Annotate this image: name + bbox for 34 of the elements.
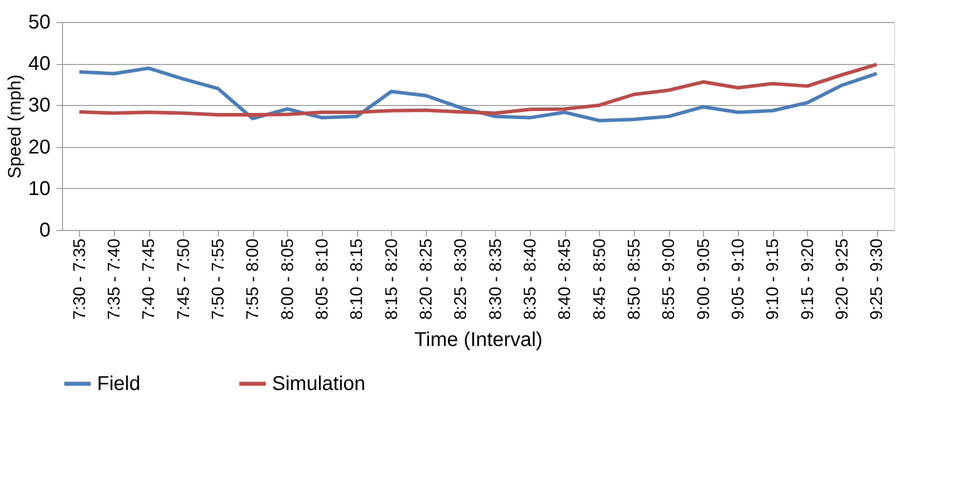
x-tick-label: 7:55 - 8:00 xyxy=(243,238,262,320)
y-tick-label: 40 xyxy=(28,53,50,76)
x-tick-label: 7:30 - 7:35 xyxy=(70,238,89,320)
x-tick-label: 8:35 - 8:40 xyxy=(520,238,540,320)
x-tick-label: 8:45 - 8:50 xyxy=(590,238,609,320)
y-tick-label: 0 xyxy=(39,220,50,242)
y-tick-label: 20 xyxy=(28,136,50,158)
x-tick-label: 9:15 - 9:20 xyxy=(798,238,817,320)
x-tick-label: 8:20 - 8:25 xyxy=(416,238,436,320)
y-tick-label: 30 xyxy=(28,94,50,117)
y-axis-title: Speed (mph) xyxy=(4,74,24,179)
y-tick-label: 50 xyxy=(28,12,50,34)
x-tick-label: 9:00 - 9:05 xyxy=(694,238,713,320)
x-tick-label: 8:30 - 8:35 xyxy=(486,238,505,320)
y-tick-label: 10 xyxy=(28,178,50,200)
x-tick-label: 8:00 - 8:05 xyxy=(278,238,297,320)
legend-label: Field xyxy=(97,372,140,395)
x-tick-label: 8:05 - 8:10 xyxy=(312,238,332,320)
x-tick-label: 8:25 - 8:30 xyxy=(451,238,470,320)
x-tick-label: 9:25 - 9:30 xyxy=(867,238,886,320)
x-tick-label: 7:45 - 7:50 xyxy=(174,238,193,320)
x-tick-label: 8:10 - 8:15 xyxy=(347,238,366,320)
x-tick-label: 7:50 - 7:55 xyxy=(208,238,228,320)
x-axis-title: Time (Interval) xyxy=(414,328,543,351)
x-tick-label: 8:15 - 8:20 xyxy=(382,238,401,320)
x-tick-label: 8:50 - 8:55 xyxy=(624,238,644,320)
x-tick-label: 9:05 - 9:10 xyxy=(728,238,748,320)
legend-label: Simulation xyxy=(272,372,366,395)
x-tick-label: 9:10 - 9:15 xyxy=(763,238,782,320)
x-tick-label: 9:20 - 9:25 xyxy=(832,238,852,320)
x-tick-label: 8:55 - 9:00 xyxy=(659,238,678,320)
x-tick-label: 8:40 - 8:45 xyxy=(555,238,574,320)
x-tick-label: 7:35 - 7:40 xyxy=(104,238,124,320)
x-tick-label: 7:40 - 7:45 xyxy=(139,238,158,320)
